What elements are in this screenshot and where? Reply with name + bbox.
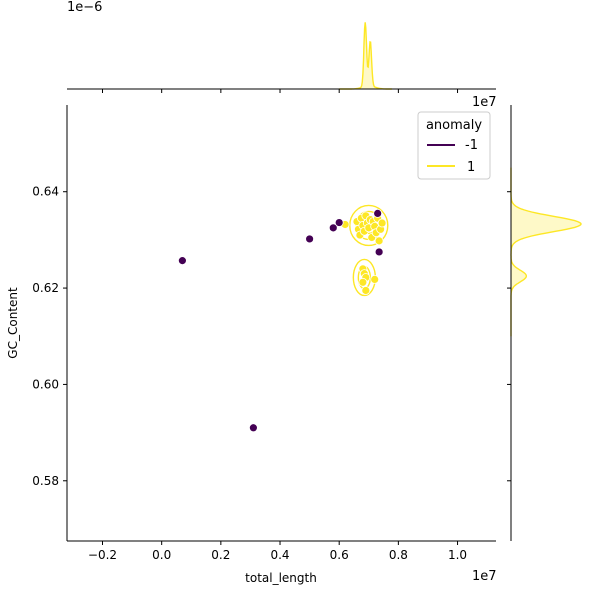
legend-title: anomaly [426,118,482,133]
scatter-points [177,208,387,433]
y-axis-offset-label: 1e7 [472,95,497,110]
point-anomaly-neg1 [334,218,344,227]
legend: anomaly -1 1 [417,111,491,180]
x-axis-offset-label: 1e7 [472,569,497,584]
y-tick-label: 0.62 [32,281,59,295]
point-anomaly-neg1 [374,247,384,257]
x-tick-label: 1.0 [448,548,467,562]
point-anomaly-1 [370,274,380,284]
y-tick-label: 0.58 [32,474,59,488]
point-anomaly-1 [361,286,371,295]
x-tick-label: 0.0 [152,548,171,562]
right-marginal [510,105,582,541]
x-axis-title: total_length [245,571,317,585]
x-tick-label: 0.8 [389,548,408,562]
x-axis-ticks: −0.2 0.0 0.2 0.4 0.6 0.8 1.0 [88,89,467,562]
x-tick-label: 0.2 [211,548,230,562]
point-anomaly-1 [358,277,368,287]
y-axis-title: GC_Content [6,287,20,359]
top-marginal-offset-label: 1e−6 [67,0,102,15]
point-anomaly-neg1 [177,256,187,266]
legend-label-1: 1 [467,160,475,175]
top-density-fill [339,22,392,89]
point-anomaly-1 [377,218,387,228]
point-anomaly-neg1 [328,223,338,233]
point-anomaly-1 [374,236,384,246]
point-anomaly-neg1 [248,423,258,433]
y-axis-ticks: 0.58 0.60 0.62 0.64 [32,185,511,488]
y-tick-label: 0.60 [32,377,59,391]
legend-label-neg1: -1 [465,138,478,153]
top-marginal: 1e−6 [67,0,496,90]
point-anomaly-neg1 [373,208,383,218]
x-tick-label: −0.2 [88,548,117,562]
y-tick-label: 0.64 [32,185,59,199]
point-anomaly-neg1 [305,234,315,244]
main-axes: −0.2 0.0 0.2 0.4 0.6 0.8 1.0 0.580.600.620.64 … [6,89,511,585]
density-contour [349,204,389,247]
x-tick-label: 0.6 [330,548,349,562]
x-tick-label: 0.4 [270,548,289,562]
